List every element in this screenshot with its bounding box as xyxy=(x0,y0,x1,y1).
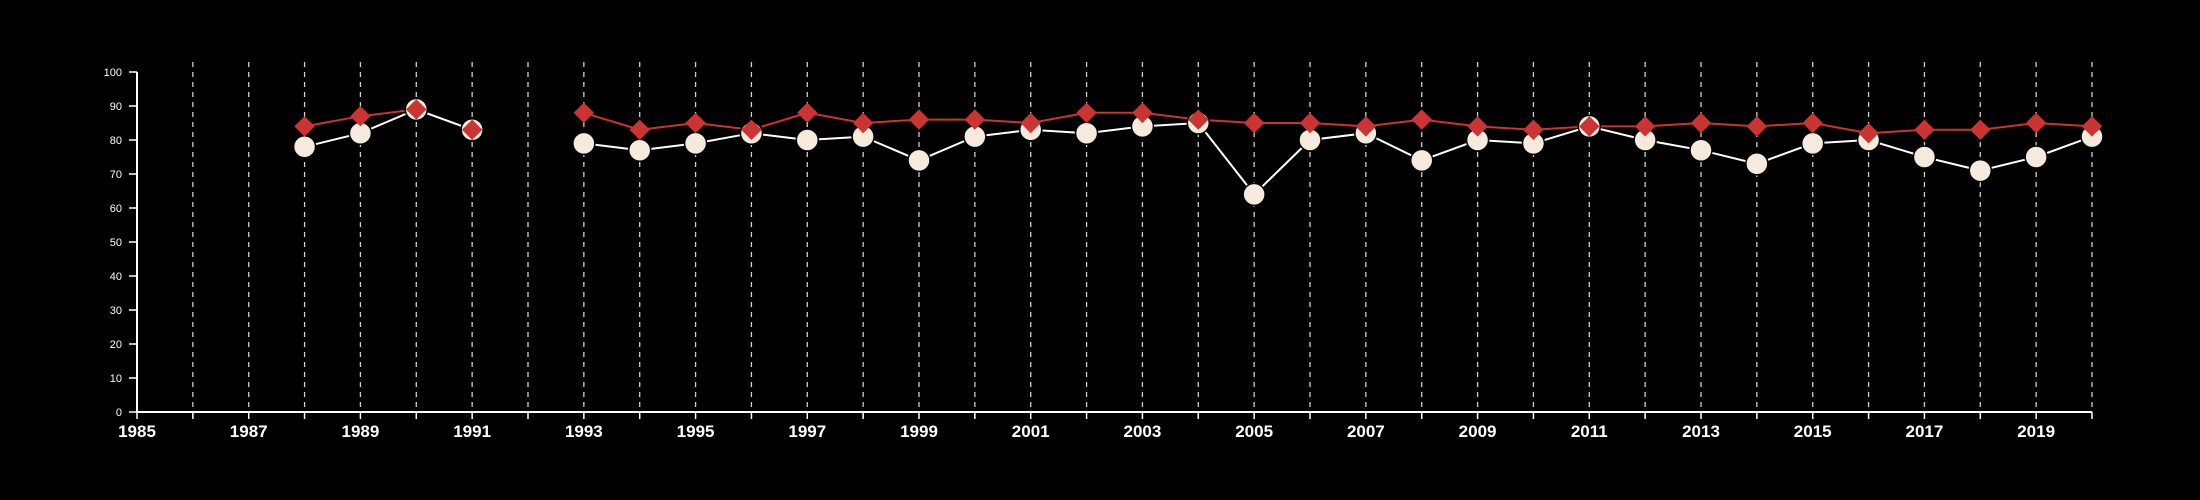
x-tick-label-2001: 2001 xyxy=(1012,422,1050,441)
x-tick-label-1987: 1987 xyxy=(230,422,268,441)
diamond-point-2004 xyxy=(1188,109,1209,130)
diamond-point-1999 xyxy=(908,109,930,130)
x-tick-label-2017: 2017 xyxy=(1906,422,1944,441)
diamond-point-2011 xyxy=(1579,116,1600,137)
circle-point-1988 xyxy=(292,135,317,159)
diamond-point-2008 xyxy=(1411,109,1432,130)
diamond-point-1988 xyxy=(294,116,315,137)
diamond-point-2018 xyxy=(1970,119,1991,141)
x-tick-label-1995: 1995 xyxy=(677,422,715,441)
axes: 0 10 20 30 40 50 60 70 80 90 100 1985 1987 1989 1991 19… xyxy=(104,67,2093,441)
x-tick-label-1991: 1991 xyxy=(453,422,491,441)
diamond-point-1996 xyxy=(741,119,762,141)
x-tick-label-1999: 1999 xyxy=(900,422,938,441)
diamond-point-2013 xyxy=(1690,112,1712,134)
y-tick-label-60: 60 xyxy=(110,203,122,215)
x-tick-label-2015: 2015 xyxy=(1794,422,1832,441)
circle-point-1994 xyxy=(627,138,652,162)
diamond-point-2005 xyxy=(1243,112,1265,134)
x-tick-label-1985: 1985 xyxy=(118,422,156,441)
diamond-point-1997 xyxy=(797,102,818,124)
circle-point-2014 xyxy=(1745,152,1769,176)
circle-point-1995 xyxy=(683,131,708,156)
diamond-point-2017 xyxy=(1914,119,1935,141)
y-tick-label-10: 10 xyxy=(110,373,122,385)
y-tick-label-40: 40 xyxy=(110,271,122,283)
circle-point-1993 xyxy=(572,131,596,156)
vertical-gridlines xyxy=(192,62,2093,412)
x-tick-label-1993: 1993 xyxy=(565,422,603,441)
x-tick-label-2009: 2009 xyxy=(1459,422,1497,441)
circle-point-2005 xyxy=(1242,182,1266,207)
circle-point-2013 xyxy=(1689,138,1713,162)
circle-point-2018 xyxy=(1968,158,1993,183)
diamond-point-2012 xyxy=(1634,116,1656,137)
x-tick-label-1989: 1989 xyxy=(342,422,380,441)
y-tick-label-50: 50 xyxy=(110,237,122,249)
diamond-point-2010 xyxy=(1523,119,1544,141)
diamond-point-2019 xyxy=(2025,112,2047,134)
x-tick-label-1997: 1997 xyxy=(788,422,826,441)
diamond-point-1989 xyxy=(350,105,371,127)
x-tick-label-2013: 2013 xyxy=(1682,422,1720,441)
y-tick-label-100: 100 xyxy=(104,67,122,79)
diamond-series-line-segment-1 xyxy=(583,111,2093,135)
y-tick-label-20: 20 xyxy=(110,339,122,351)
diamond-point-2015 xyxy=(1802,112,1823,134)
diamond-point-1995 xyxy=(685,112,706,134)
y-tick-label-0: 0 xyxy=(116,407,122,419)
diamond-point-2006 xyxy=(1299,112,1321,134)
diamond-point-1998 xyxy=(852,112,874,134)
diamond-point-2020 xyxy=(2081,116,2103,137)
circle-point-2002 xyxy=(1074,121,1099,145)
diamond-point-2003 xyxy=(1132,102,1153,124)
circle-point-1999 xyxy=(907,148,931,173)
diamond-point-1990 xyxy=(406,99,427,120)
circle-point-2017 xyxy=(1912,145,1937,169)
x-tick-label-2003: 2003 xyxy=(1124,422,1162,441)
diamond-point-1993 xyxy=(573,102,595,124)
circle-series-line-segment-1 xyxy=(583,121,2093,196)
series-layer xyxy=(292,97,2104,207)
circle-point-1997 xyxy=(795,128,820,152)
diamond-point-2001 xyxy=(1020,112,1041,134)
y-tick-label-70: 70 xyxy=(110,169,122,181)
circle-point-2019 xyxy=(2024,145,2048,169)
y-tick-label-80: 80 xyxy=(110,135,122,147)
y-tick-label-90: 90 xyxy=(110,101,122,113)
x-tick-label-2005: 2005 xyxy=(1235,422,1273,441)
diamond-point-2002 xyxy=(1076,102,1097,124)
x-tick-label-2007: 2007 xyxy=(1347,422,1385,441)
x-tick-label-2019: 2019 xyxy=(2017,422,2055,441)
y-tick-label-30: 30 xyxy=(110,305,122,317)
diamond-point-2009 xyxy=(1467,116,1488,137)
circle-series-line-segment-0 xyxy=(304,108,473,148)
diamond-point-2000 xyxy=(964,109,986,130)
diamond-point-2014 xyxy=(1746,116,1768,137)
diamond-point-1991 xyxy=(461,119,483,141)
diamond-point-1994 xyxy=(629,119,650,141)
diamond-point-2007 xyxy=(1355,116,1377,137)
circle-point-2008 xyxy=(1409,148,1434,173)
circle-point-2015 xyxy=(1800,131,1825,156)
diamond-point-2016 xyxy=(1858,122,1879,144)
x-tick-label-2011: 2011 xyxy=(1571,422,1608,441)
